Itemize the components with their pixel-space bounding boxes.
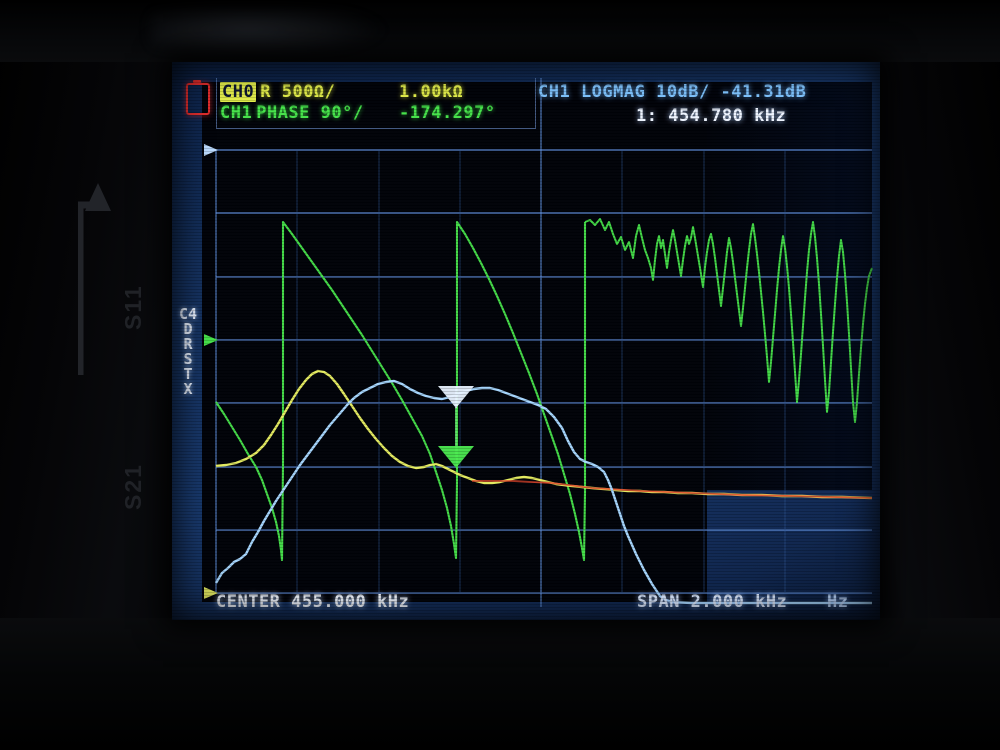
device-case-top <box>0 0 1000 62</box>
trace-ch0-channel-tag[interactable]: CH0 <box>220 82 257 102</box>
trace-ch1-phase-format: PHASE <box>256 103 310 123</box>
trace-ch1-phase-value: -174.297° <box>399 103 496 123</box>
status-letter-5: X <box>183 380 193 398</box>
frequency-unit-label: Hz <box>827 592 849 612</box>
trace-ch0-label[interactable]: CH0 R 500Ω/ <box>220 82 335 103</box>
port-arrow-icon <box>78 183 111 375</box>
trace-ch1-logmag-label[interactable]: CH1 LOGMAG 10dB/ -41.31dB <box>538 82 807 102</box>
trace-ch1-phase-noise <box>584 218 873 423</box>
trace-ch1-phase-channel-tag[interactable]: CH1 <box>220 103 253 123</box>
port-label-s21: S21 <box>120 463 146 510</box>
trace-ch0-format: R <box>260 82 271 102</box>
marker-1-phase <box>438 408 474 468</box>
footer-block: CENTER 455.000 kHz SPAN 2.000 kHz Hz <box>172 582 880 620</box>
battery-low-icon <box>186 80 210 115</box>
trace-ch1-phase-scale: 90°/ <box>320 103 364 123</box>
trace-ch0-r <box>215 369 873 500</box>
trace-ch0-value: 1.00kΩ <box>399 82 464 102</box>
header-block: CH0 R 500Ω/ 1.00kΩ CH1 PHASE 90°/ -174.297… <box>172 62 880 130</box>
trace-ch1-phase-label[interactable]: CH1 PHASE 90°/ <box>220 103 364 124</box>
port-label-s11: S11 <box>120 284 146 330</box>
device-case-bottom <box>0 618 1000 750</box>
marker-1-readout[interactable]: 1: 454.780 kHz <box>636 106 787 126</box>
status-letters-column: C4 D R S T X <box>178 307 198 397</box>
lcd-screen[interactable]: CH0 R 500Ω/ 1.00kΩ CH1 PHASE 90°/ -174.297… <box>172 62 880 620</box>
span-readout[interactable]: SPAN 2.000 kHz <box>637 592 788 612</box>
center-frequency-readout[interactable]: CENTER 455.000 kHz <box>216 592 410 612</box>
case-glare <box>150 10 480 50</box>
plot-svg <box>204 78 873 607</box>
trace-ch0-scale: 500Ω/ <box>281 82 336 102</box>
